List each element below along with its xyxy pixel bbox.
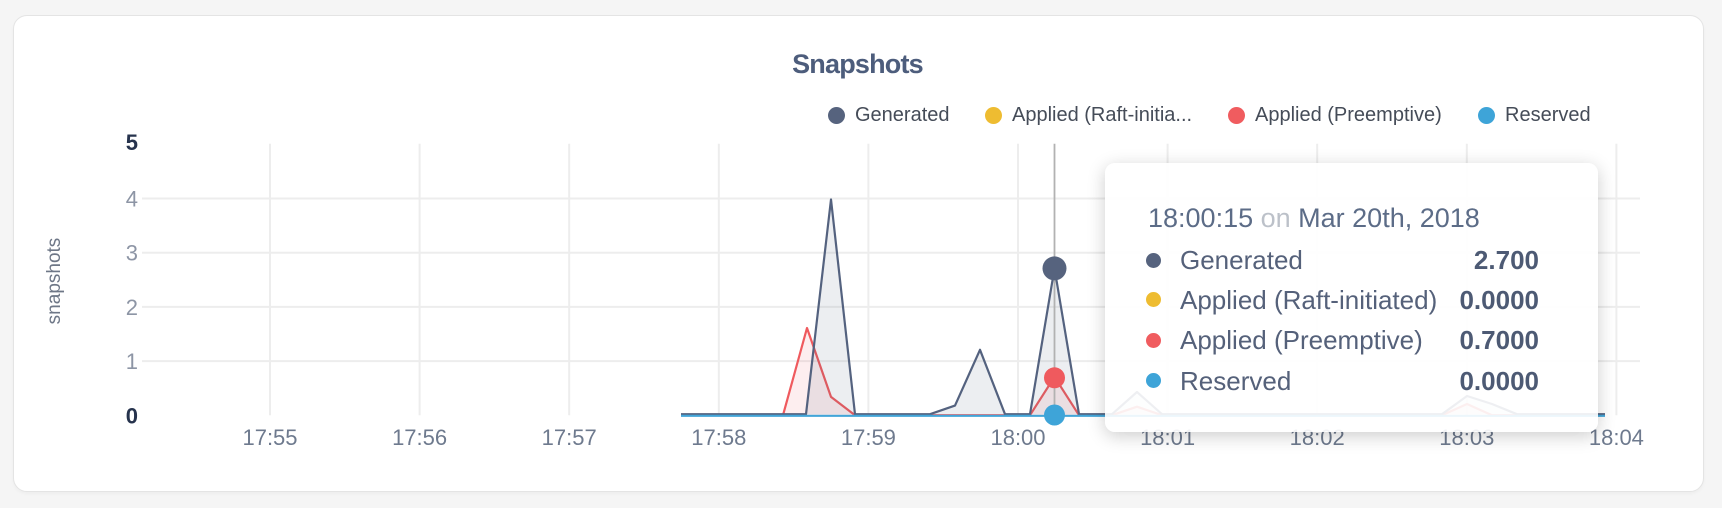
svg-text:17:57: 17:57 xyxy=(542,425,597,450)
svg-text:17:56: 17:56 xyxy=(392,425,447,450)
svg-text:2: 2 xyxy=(126,295,138,320)
svg-text:17:59: 17:59 xyxy=(841,425,896,450)
svg-text:4: 4 xyxy=(126,187,138,212)
svg-text:1: 1 xyxy=(126,349,138,374)
svg-text:18:04: 18:04 xyxy=(1589,425,1644,450)
svg-text:17:58: 17:58 xyxy=(691,425,746,450)
svg-text:5: 5 xyxy=(126,130,138,155)
svg-text:0: 0 xyxy=(126,403,138,428)
svg-text:17:55: 17:55 xyxy=(242,425,297,450)
svg-text:snapshots: snapshots xyxy=(44,238,65,325)
svg-text:18:00: 18:00 xyxy=(990,425,1045,450)
svg-text:3: 3 xyxy=(126,241,138,266)
